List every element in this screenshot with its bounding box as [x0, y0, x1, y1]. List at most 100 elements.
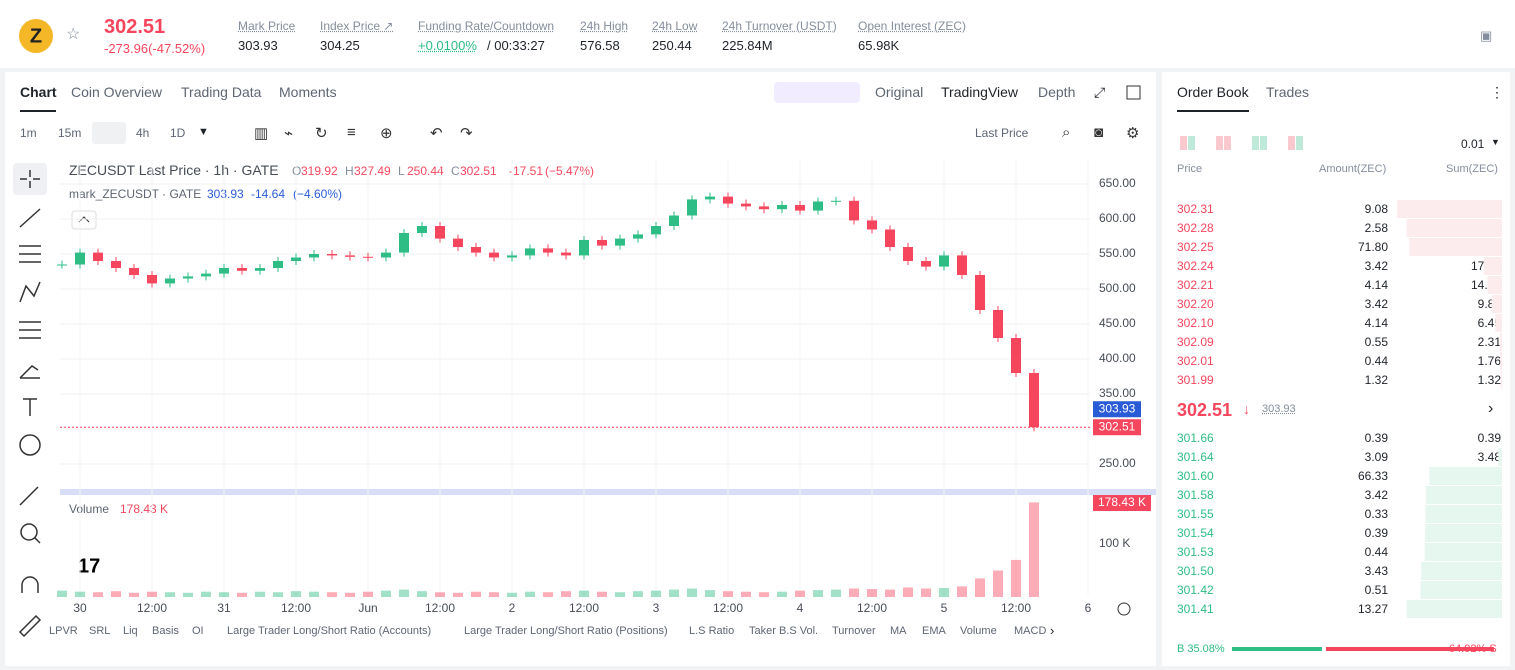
- layout-icon: [1216, 136, 1223, 150]
- candle: [345, 255, 355, 257]
- ob-price: 301.66: [1177, 431, 1214, 445]
- view-tab[interactable]: Original: [875, 84, 924, 100]
- candle: [453, 238, 463, 248]
- ob-price: 302.28: [1177, 221, 1214, 235]
- candle: [705, 196, 715, 200]
- toolbar-icon[interactable]: ↻: [315, 125, 328, 142]
- mark-price: 303.93: [207, 187, 244, 201]
- mark-change: -14.64: [251, 187, 286, 201]
- mid-arrow: ↓: [1243, 401, 1250, 417]
- x-tick-label: 12:00: [137, 601, 167, 615]
- ob-sum: 1.32: [1477, 373, 1501, 387]
- candle: [435, 226, 445, 239]
- indicator[interactable]: SRL: [89, 625, 111, 637]
- stat-extra: / 00:33:27: [487, 38, 545, 53]
- layout-icon: [1188, 136, 1195, 150]
- indicator-more: ›: [1050, 623, 1055, 638]
- menu-icon[interactable]: ▣: [1480, 28, 1493, 43]
- ob-price: 302.20: [1177, 297, 1214, 311]
- candle: [741, 203, 751, 207]
- volume-bar: [381, 590, 391, 597]
- toolbar-icon[interactable]: ⚙: [1126, 125, 1140, 142]
- tab[interactable]: Chart: [20, 84, 57, 100]
- indicator[interactable]: MACD: [1014, 625, 1047, 637]
- toolbar-icon[interactable]: ↶: [430, 125, 443, 142]
- depth-bar: [1491, 295, 1502, 313]
- interval[interactable]: 15m: [58, 126, 82, 140]
- ob-amount: 0.55: [1364, 335, 1388, 349]
- ob-sum: 3.48: [1477, 450, 1501, 464]
- candle: [723, 196, 733, 204]
- tab[interactable]: Trading Data: [181, 84, 262, 100]
- toolbar-icon[interactable]: ≡: [347, 124, 356, 141]
- toolbar-icon[interactable]: ⊕: [380, 125, 393, 142]
- volume-bar: [489, 592, 499, 597]
- candle: [183, 276, 193, 279]
- settings-icon[interactable]: [1117, 602, 1131, 616]
- price-badge-label: 302.51: [1099, 419, 1136, 433]
- indicator[interactable]: LPVR: [49, 625, 78, 637]
- view-tab[interactable]: TradingView: [941, 84, 1019, 100]
- interval[interactable]: 4h: [136, 126, 150, 140]
- volume-bar: [993, 570, 1003, 597]
- stat-label: 24h Low: [652, 19, 698, 33]
- volume-bar: [777, 591, 787, 597]
- depth-bar: [1409, 238, 1502, 256]
- precision[interactable]: 0.01: [1461, 137, 1485, 151]
- volume-bar: [633, 591, 643, 597]
- x-tick-label: 2: [509, 601, 516, 615]
- indicator[interactable]: OI: [192, 625, 204, 637]
- layout-icon: [1260, 136, 1267, 150]
- ob-tab[interactable]: Order Book: [1177, 84, 1249, 100]
- toolbar-icon[interactable]: ◙: [1094, 124, 1104, 141]
- ohlc-key: O: [292, 164, 302, 178]
- indicator[interactable]: Volume: [960, 625, 997, 637]
- ob-price: 302.10: [1177, 316, 1214, 330]
- volume-bar: [399, 589, 409, 597]
- ob-tab[interactable]: Trades: [1266, 84, 1310, 100]
- candle: [471, 247, 481, 253]
- indicator[interactable]: Large Trader Long/Short Ratio (Positions…: [464, 625, 668, 637]
- price-mode[interactable]: Last Price: [975, 126, 1029, 140]
- indicator[interactable]: Liq: [123, 625, 138, 637]
- ob-price: 301.99: [1177, 373, 1214, 387]
- precision-arrow: ▼: [1491, 137, 1500, 147]
- volume-bar: [723, 591, 733, 597]
- favorite[interactable]: ☆: [66, 26, 81, 43]
- depth-bar: [1420, 581, 1502, 599]
- indicator[interactable]: EMA: [922, 625, 946, 637]
- ob-price: 301.53: [1177, 545, 1214, 559]
- volume-bar: [849, 588, 859, 597]
- x-tick-label: 12:00: [281, 601, 311, 615]
- interval[interactable]: 1m: [20, 126, 37, 140]
- indicator[interactable]: MA: [890, 625, 907, 637]
- candle: [561, 252, 571, 256]
- toolbar-icon[interactable]: ▥: [254, 125, 269, 142]
- indicator[interactable]: Turnover: [832, 625, 876, 637]
- toolbar-icon[interactable]: ⌁: [284, 125, 294, 142]
- volume-bar: [759, 592, 769, 597]
- volume-bar: [669, 589, 679, 597]
- pane-divider: [60, 489, 1156, 495]
- candle: [813, 201, 823, 211]
- toolbar-icon[interactable]: ⌕: [1062, 124, 1071, 141]
- x-tick-label: 4: [797, 601, 804, 615]
- view-tab[interactable]: Depth: [1038, 84, 1076, 100]
- candle: [165, 278, 175, 284]
- indicator[interactable]: Large Trader Long/Short Ratio (Accounts): [227, 625, 432, 637]
- svg-text:Z: Z: [30, 25, 42, 47]
- indicator[interactable]: Taker B.S Vol.: [749, 625, 819, 637]
- x-tick-label: 12:00: [713, 601, 743, 615]
- collapse-button[interactable]: [71, 210, 97, 230]
- indicator[interactable]: Basis: [152, 625, 179, 637]
- tab[interactable]: Coin Overview: [71, 84, 163, 100]
- indicator[interactable]: L.S Ratio: [689, 625, 735, 637]
- tab[interactable]: Moments: [279, 84, 337, 100]
- depth-bar: [1495, 314, 1502, 332]
- layout-icon: [1252, 136, 1259, 150]
- toolbar-icon[interactable]: ↷: [460, 125, 473, 142]
- volume-value: 178.43 K: [120, 502, 169, 516]
- ob-price: 302.24: [1177, 259, 1214, 273]
- volume-bar: [219, 592, 229, 597]
- interval[interactable]: 1D: [170, 126, 186, 140]
